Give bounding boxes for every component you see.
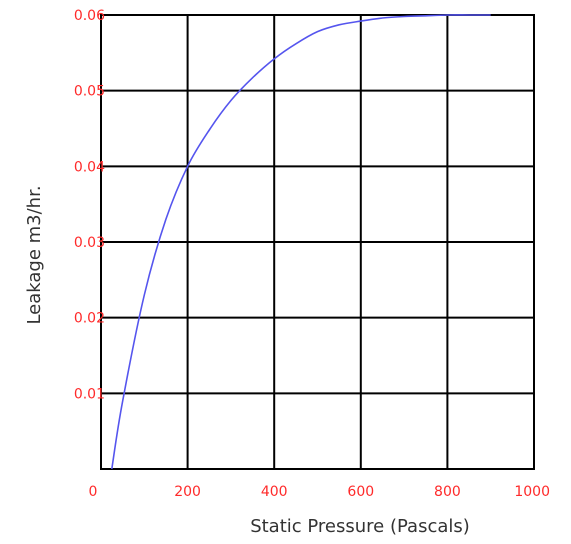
y-tick-label: 0.01 [74,386,105,402]
x-axis-title: Static Pressure (Pascals) [250,516,470,537]
y-axis-title: Leakage m3/hr. [24,185,45,324]
x-tick-label: 600 [347,484,374,500]
x-tick-label: 400 [261,484,288,500]
x-tick-label: 200 [174,484,201,500]
series-layer [111,14,491,470]
y-tick-label: 0.02 [74,311,105,327]
series-line [111,14,491,470]
plot-frame [100,14,535,470]
x-tick-label: 800 [434,484,461,500]
y-tick-label: 0.04 [74,159,105,175]
x-tick-label: 1000 [514,484,550,500]
grid [100,14,535,470]
y-tick-labels: 0.01 0.02 0.03 0.04 0.05 0.06 [74,8,105,402]
y-tick-label: 0.03 [74,235,105,251]
y-tick-label: 0.05 [74,84,105,100]
x-tick-label: 0 [89,484,98,500]
y-tick-label: 0.06 [74,8,105,24]
x-tick-labels: 0 200 400 600 800 1000 [89,484,550,500]
